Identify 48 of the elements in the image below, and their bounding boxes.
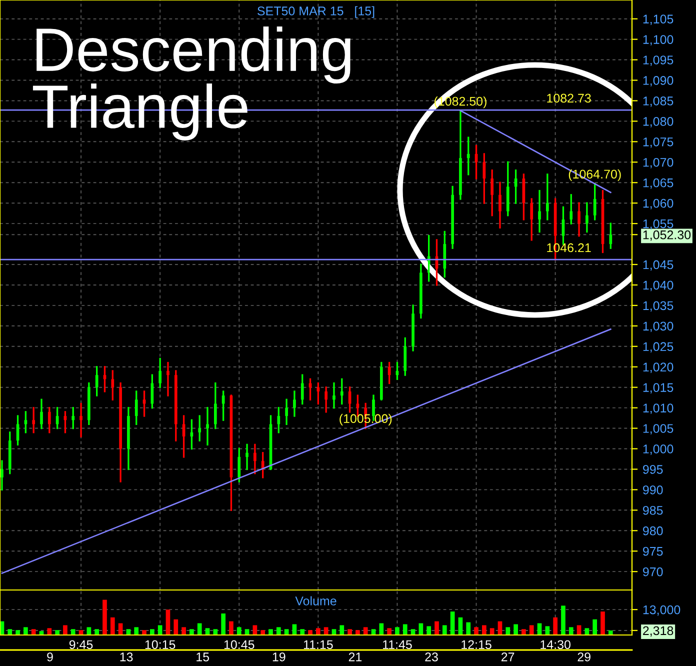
text: 15: [196, 652, 210, 662]
y-tick-label: 1,065: [643, 178, 674, 189]
y-tick-label: 1,060: [643, 198, 674, 210]
y-tick-label: 1,070: [643, 158, 674, 168]
y-tick-label: 990: [643, 485, 663, 494]
y-tick-label: 2,318: [643, 626, 674, 637]
y-tick-label: 1,085: [643, 96, 674, 107]
y-tick-label: 1,052.30: [643, 230, 691, 241]
x-tick-label: 10:45: [224, 640, 254, 650]
x-tick-label: 11:45: [383, 640, 412, 650]
y-tick-label: 1,055: [643, 219, 674, 230]
text: 13: [120, 652, 133, 662]
y-tick-label: 975: [643, 546, 663, 556]
y-tick-label: 1,000: [643, 444, 674, 455]
text: 23: [425, 652, 438, 662]
text: 19: [272, 652, 286, 662]
text: 29: [578, 652, 590, 662]
y-tick-label: 970: [643, 567, 663, 576]
y-tick-label: 1,095: [643, 56, 674, 66]
x-tick-label: 11:15: [304, 640, 333, 650]
y-tick-label: 1,075: [643, 137, 674, 148]
text: 9: [47, 652, 53, 662]
text: 27: [501, 652, 514, 662]
y-tick-label: 980: [643, 526, 663, 536]
y-tick-label: 1,010: [643, 404, 674, 414]
ref-line-label: 1082.73: [547, 94, 591, 103]
y-tick-label: 1,090: [643, 76, 674, 86]
y-tick-label: 1,100: [643, 35, 674, 46]
y-tick-label: 13,000: [643, 605, 680, 616]
chart-title: SET50 MAR 15 [15]: [258, 6, 374, 18]
x-tick-label: 14:30: [540, 640, 570, 650]
y-tick-label: 1,015: [643, 383, 674, 394]
y-tick-label: 1,030: [643, 322, 674, 332]
text: 21: [348, 652, 362, 662]
y-tick-label: 995: [643, 465, 663, 474]
y-tick-label: 1,040: [643, 280, 674, 292]
y-tick-label: 1,005: [643, 424, 674, 434]
y-tick-label: 1,045: [643, 260, 674, 271]
x-tick-label: 12:15: [462, 640, 492, 650]
y-tick-label: 1,025: [643, 342, 674, 353]
y-tick-label: 1,105: [643, 14, 674, 25]
x-tick-label: 9:45: [69, 640, 93, 650]
y-tick-label: 1,035: [643, 301, 674, 312]
y-tick-label: 1,020: [643, 362, 674, 373]
y-tick-label: 985: [643, 506, 663, 515]
y-tick-label: 1,080: [643, 116, 674, 128]
chart-title: Volume: [295, 596, 336, 606]
x-tick-label: 10:15: [145, 640, 176, 650]
